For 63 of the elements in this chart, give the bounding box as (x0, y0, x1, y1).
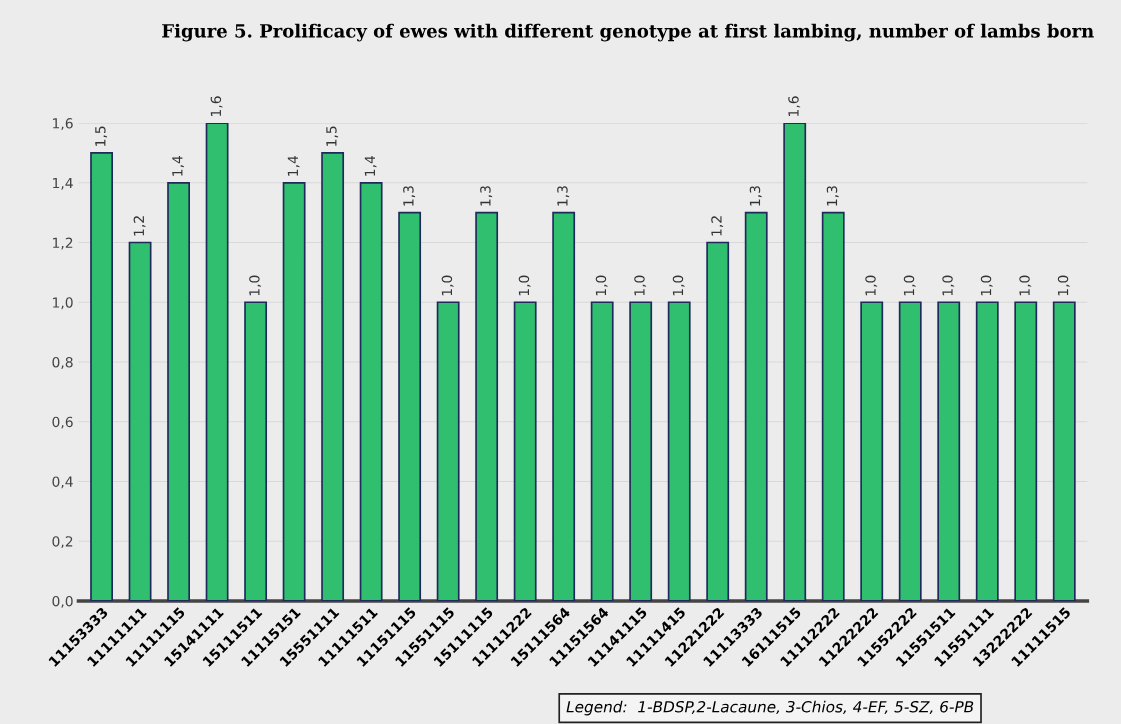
data-label: 1,0 (518, 275, 531, 296)
data-label: 1,4 (172, 155, 185, 176)
data-label: 1,3 (826, 186, 839, 206)
bar (898, 301, 922, 601)
y-tick-label: 1,6 (53, 118, 73, 130)
bar (821, 211, 845, 601)
bar (205, 123, 229, 601)
text: Legend: 1-BDSP,2-Lacaune, 3-Chios, 4-EF, 5-SZ, 6-PB (566, 700, 974, 716)
y-tick-label: 0,8 (52, 356, 73, 369)
bar (1052, 301, 1076, 601)
y-tick-label: 0,2 (52, 536, 73, 549)
data-label: 1,0 (441, 275, 454, 296)
data-label: 1,4 (287, 155, 300, 176)
bar (552, 211, 576, 601)
bar (706, 241, 730, 601)
bar (937, 301, 961, 601)
y-tick-label: 0,6 (52, 416, 73, 429)
data-label: 1,3 (403, 186, 416, 206)
data-label: 1,3 (749, 186, 762, 206)
y-tick-label: 1,4 (53, 177, 73, 190)
data-label: 1,3 (480, 186, 493, 206)
bar (321, 152, 345, 601)
y-tick-label: 1,2 (53, 237, 73, 250)
data-label: 1,5 (95, 126, 108, 146)
data-label: 1,2 (711, 216, 724, 236)
data-label: 1,0 (980, 275, 993, 296)
bar (590, 301, 614, 601)
data-label: 1,0 (595, 275, 608, 296)
bar (1014, 301, 1038, 601)
bar (436, 301, 460, 601)
data-label: 1,0 (903, 275, 916, 296)
bar (359, 181, 383, 601)
data-label: 1,0 (865, 275, 878, 296)
data-label: 1,2 (133, 216, 146, 236)
data-label: 1,0 (942, 275, 955, 296)
data-label: 1,0 (1019, 275, 1032, 296)
bar (744, 211, 768, 601)
bar (513, 301, 537, 601)
data-label: 1,0 (672, 275, 685, 296)
bar (128, 241, 152, 601)
bar (475, 211, 499, 601)
bar (244, 301, 268, 601)
bar (783, 123, 807, 601)
data-label: 1,0 (1057, 275, 1070, 296)
bar (90, 152, 113, 601)
data-label: 1,3 (557, 186, 570, 206)
data-label: 1,4 (364, 155, 377, 176)
data-label: 1,5 (326, 126, 339, 146)
data-label: 1,0 (634, 275, 647, 296)
y-tick-label: 0,0 (52, 595, 73, 608)
bar (282, 181, 306, 601)
bar (667, 301, 691, 601)
bar (167, 181, 191, 601)
bar (398, 211, 422, 601)
data-label: 1,6 (788, 96, 801, 116)
bar (629, 301, 653, 601)
bar (975, 301, 999, 601)
y-tick-label: 1,0 (53, 297, 73, 310)
data-label: 1,0 (249, 275, 262, 296)
y-tick-label: 0,4 (52, 476, 73, 489)
bar (860, 301, 884, 601)
data-label: 1,6 (210, 96, 223, 116)
chart-title: Figure 5. Prolificacy of ewes with different genotype at first lambing, number of lambs born (162, 23, 1094, 42)
